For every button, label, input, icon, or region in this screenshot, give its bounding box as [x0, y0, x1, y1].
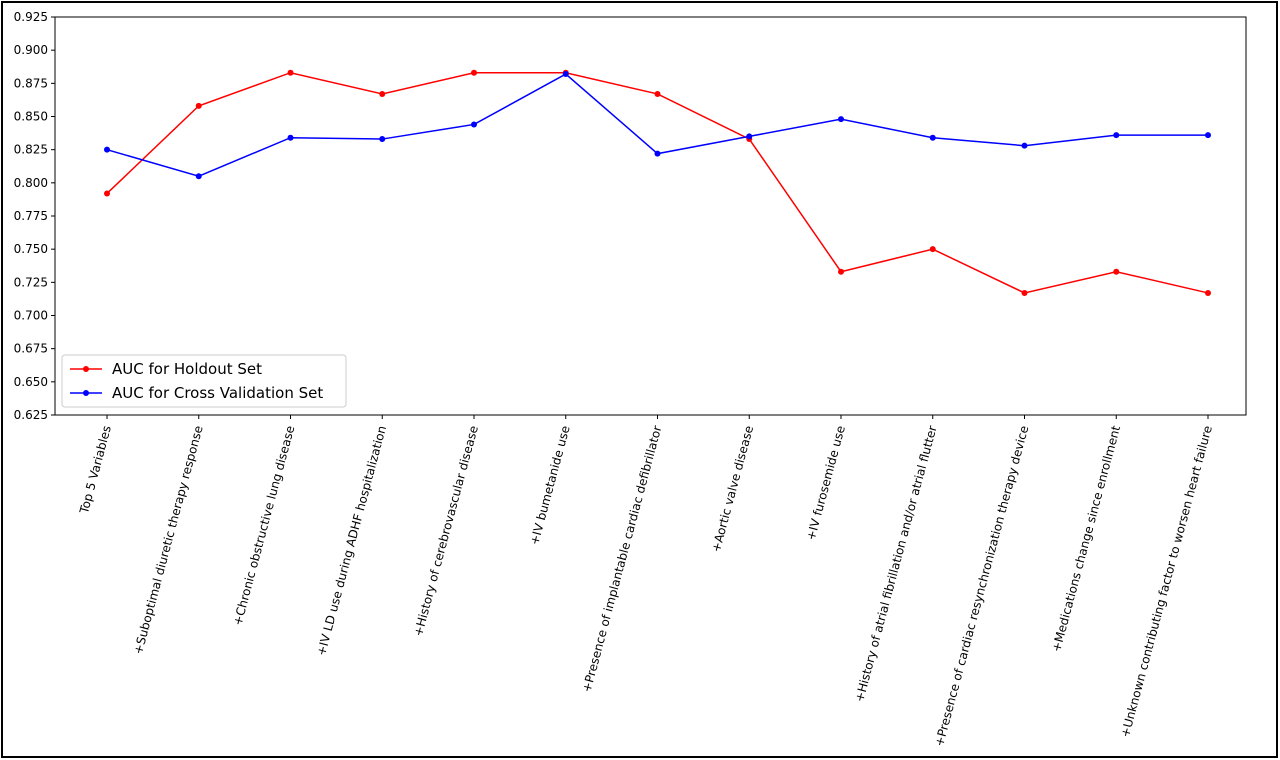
data-point — [1021, 289, 1028, 296]
x-tick-label: +History of cerebrovascular disease — [411, 424, 481, 638]
y-tick-label: 0.800 — [14, 176, 48, 190]
x-tick-label: +Suboptimal diuretic therapy response — [131, 424, 206, 656]
data-point — [1205, 132, 1211, 139]
data-point — [929, 134, 936, 141]
series-line — [106, 73, 1208, 177]
y-tick-label: 0.825 — [14, 143, 48, 157]
legend-box — [61, 354, 347, 408]
data-point — [746, 133, 753, 140]
data-point — [195, 102, 202, 109]
data-point — [379, 136, 386, 143]
y-tick-label: 0.775 — [14, 209, 48, 223]
data-point — [654, 90, 661, 97]
data-point — [1205, 289, 1211, 296]
legend-label: AUC for Cross Validation Set — [112, 384, 323, 402]
x-tick-label: +History of atrial fibrillation and/or a… — [852, 424, 939, 703]
data-point — [471, 69, 477, 76]
data-point — [1113, 268, 1120, 275]
data-point — [287, 134, 294, 141]
data-point — [838, 268, 844, 275]
data-point — [1021, 142, 1028, 149]
legend-marker — [83, 366, 89, 372]
x-tick-label: +Unknown contributing factor to worsen h… — [1118, 424, 1215, 739]
data-point — [929, 246, 936, 253]
x-tick-label: +IV bumetanide use — [527, 424, 572, 546]
x-tick-label: +Presence of cardiac resynchronization t… — [932, 424, 1031, 748]
legend-marker — [83, 390, 89, 396]
data-point — [1113, 132, 1120, 139]
data-point — [654, 150, 661, 157]
series-line — [106, 71, 1209, 294]
y-tick-label: 0.750 — [14, 242, 48, 256]
x-tick-label: +Chronic obstructive lung disease — [230, 424, 297, 627]
x-tick-label: +Presence of implantable cardiac defibri… — [580, 424, 665, 694]
y-tick-label: 0.650 — [14, 375, 48, 389]
x-tick-label: Top 5 Variables — [77, 424, 114, 516]
legend-label: AUC for Holdout Set — [112, 360, 262, 378]
data-point — [104, 190, 110, 197]
y-tick-label: 0.925 — [14, 10, 48, 24]
data-point — [838, 116, 844, 123]
y-tick-label: 0.850 — [14, 110, 48, 124]
data-point — [104, 146, 110, 153]
data-point — [287, 69, 294, 76]
data-point — [195, 173, 202, 180]
y-tick-label: 0.900 — [14, 43, 48, 57]
y-tick-label: 0.625 — [14, 408, 48, 422]
y-tick-label: 0.875 — [14, 76, 48, 90]
y-tick-label: 0.700 — [14, 309, 48, 323]
x-tick-label: +Medications change since enrollment — [1049, 424, 1123, 654]
data-point — [379, 90, 386, 97]
data-point — [562, 71, 569, 78]
y-tick-label: 0.675 — [14, 342, 48, 356]
x-tick-label: +IV LD use during ADHF hospitalization — [314, 424, 389, 657]
data-point — [471, 121, 477, 128]
x-tick-label: +IV furosemide use — [804, 424, 848, 542]
y-tick-label: 0.725 — [14, 275, 48, 289]
x-tick-label: +Aortic valve disease — [709, 424, 756, 554]
